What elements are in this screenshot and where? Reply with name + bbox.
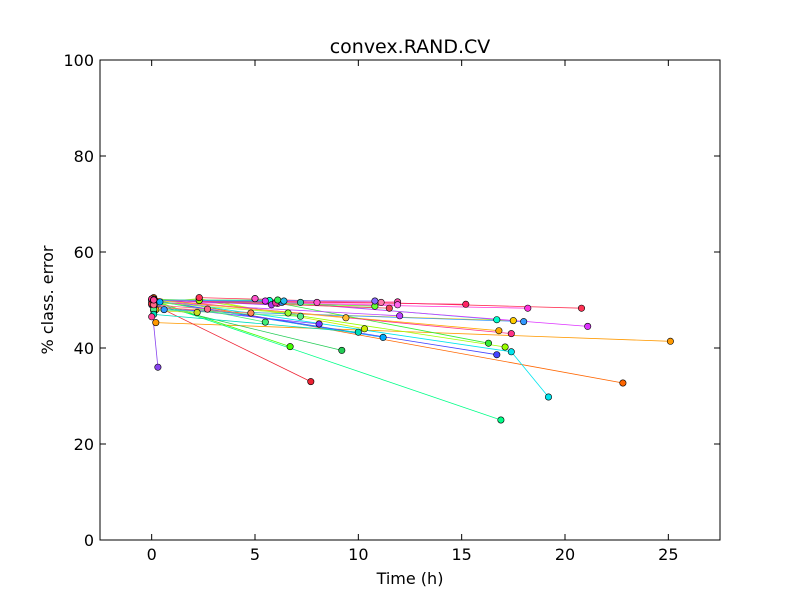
plot-lines <box>151 297 671 421</box>
data-point-4-2 <box>360 325 368 333</box>
data-point-11-2 <box>544 393 552 401</box>
y-axis-label: % class. error <box>38 245 57 354</box>
chart-title: convex.RAND.CV <box>330 36 491 58</box>
data-point-33-1 <box>377 298 385 306</box>
data-point-1-1 <box>666 337 674 345</box>
data-point-30-1 <box>313 298 321 306</box>
data-point-45-0 <box>150 296 158 304</box>
y-tick-label: 100 <box>63 51 94 70</box>
data-point-44-1 <box>204 305 212 313</box>
data-point-9-1 <box>497 416 505 424</box>
y-tick-label: 80 <box>74 147 94 166</box>
x-tick-label: 25 <box>658 545 678 564</box>
data-point-34-1 <box>385 304 393 312</box>
series-line-26 <box>153 309 301 317</box>
data-point-16-1 <box>154 363 162 371</box>
data-point-10-1 <box>493 316 501 324</box>
data-point-13-0 <box>160 306 168 314</box>
series-line-9 <box>155 302 502 421</box>
data-point-25-1 <box>193 308 201 316</box>
y-tick-label: 0 <box>84 531 94 550</box>
data-point-26-1 <box>296 312 304 320</box>
plot-frame <box>99 59 721 541</box>
data-point-18-0 <box>261 297 269 305</box>
data-point-7-1 <box>484 339 492 347</box>
data-point-28-1 <box>284 309 292 317</box>
y-tick-label: 20 <box>74 435 94 454</box>
data-point-43-1 <box>280 297 288 305</box>
data-point-36-1 <box>371 297 379 305</box>
x-tick-label: 20 <box>555 545 575 564</box>
x-tick-label: 0 <box>147 545 157 564</box>
x-tick-label: 5 <box>250 545 260 564</box>
data-point-5-2 <box>501 343 509 351</box>
data-point-11-1 <box>507 348 515 356</box>
x-tick-label: 10 <box>348 545 368 564</box>
y-tick-label: 60 <box>74 243 94 262</box>
data-point-45-1 <box>148 313 156 321</box>
data-point-19-1 <box>524 304 532 312</box>
data-point-24-1 <box>247 309 255 317</box>
data-point-21-1 <box>507 330 515 338</box>
y-axis-ticks: 0 20 40 60 80 100 <box>63 51 720 550</box>
data-point-12-0 <box>156 298 164 306</box>
series-line-27 <box>153 299 346 319</box>
x-axis-ticks: 0 5 10 15 20 25 <box>147 60 679 564</box>
data-point-2-1 <box>495 327 503 335</box>
data-point-29-1 <box>261 318 269 326</box>
x-tick-label: 15 <box>451 545 471 564</box>
data-point-35-1 <box>394 301 402 309</box>
data-point-18-1 <box>584 322 592 330</box>
data-point-12-1 <box>379 333 387 341</box>
data-point-23-1 <box>307 378 315 386</box>
data-point-27-1 <box>342 314 350 322</box>
data-point-1-0 <box>152 319 160 327</box>
series-line-17 <box>151 302 400 317</box>
data-point-22-1 <box>577 304 585 312</box>
data-point-0-1 <box>619 379 627 387</box>
data-point-6-1 <box>286 343 294 351</box>
data-point-8-1 <box>338 346 346 354</box>
series-line-24 <box>153 306 251 314</box>
data-point-42-1 <box>274 296 282 304</box>
series-line-7 <box>254 298 489 344</box>
data-point-30-0 <box>251 295 259 303</box>
data-point-17-1 <box>396 312 404 320</box>
data-point-37-1 <box>354 328 362 336</box>
series-line-37 <box>153 314 359 333</box>
data-point-13-1 <box>520 318 528 326</box>
data-point-31-1 <box>296 298 304 306</box>
data-point-15-1 <box>315 320 323 328</box>
x-axis-label: Time (h) <box>376 569 444 588</box>
data-point-22-0 <box>195 294 203 302</box>
data-point-38-1 <box>462 300 470 308</box>
data-point-14-1 <box>493 351 501 359</box>
data-point-3-1 <box>509 317 517 325</box>
series-line-44 <box>153 304 208 310</box>
y-tick-label: 40 <box>74 339 94 358</box>
plot-points <box>148 294 674 424</box>
